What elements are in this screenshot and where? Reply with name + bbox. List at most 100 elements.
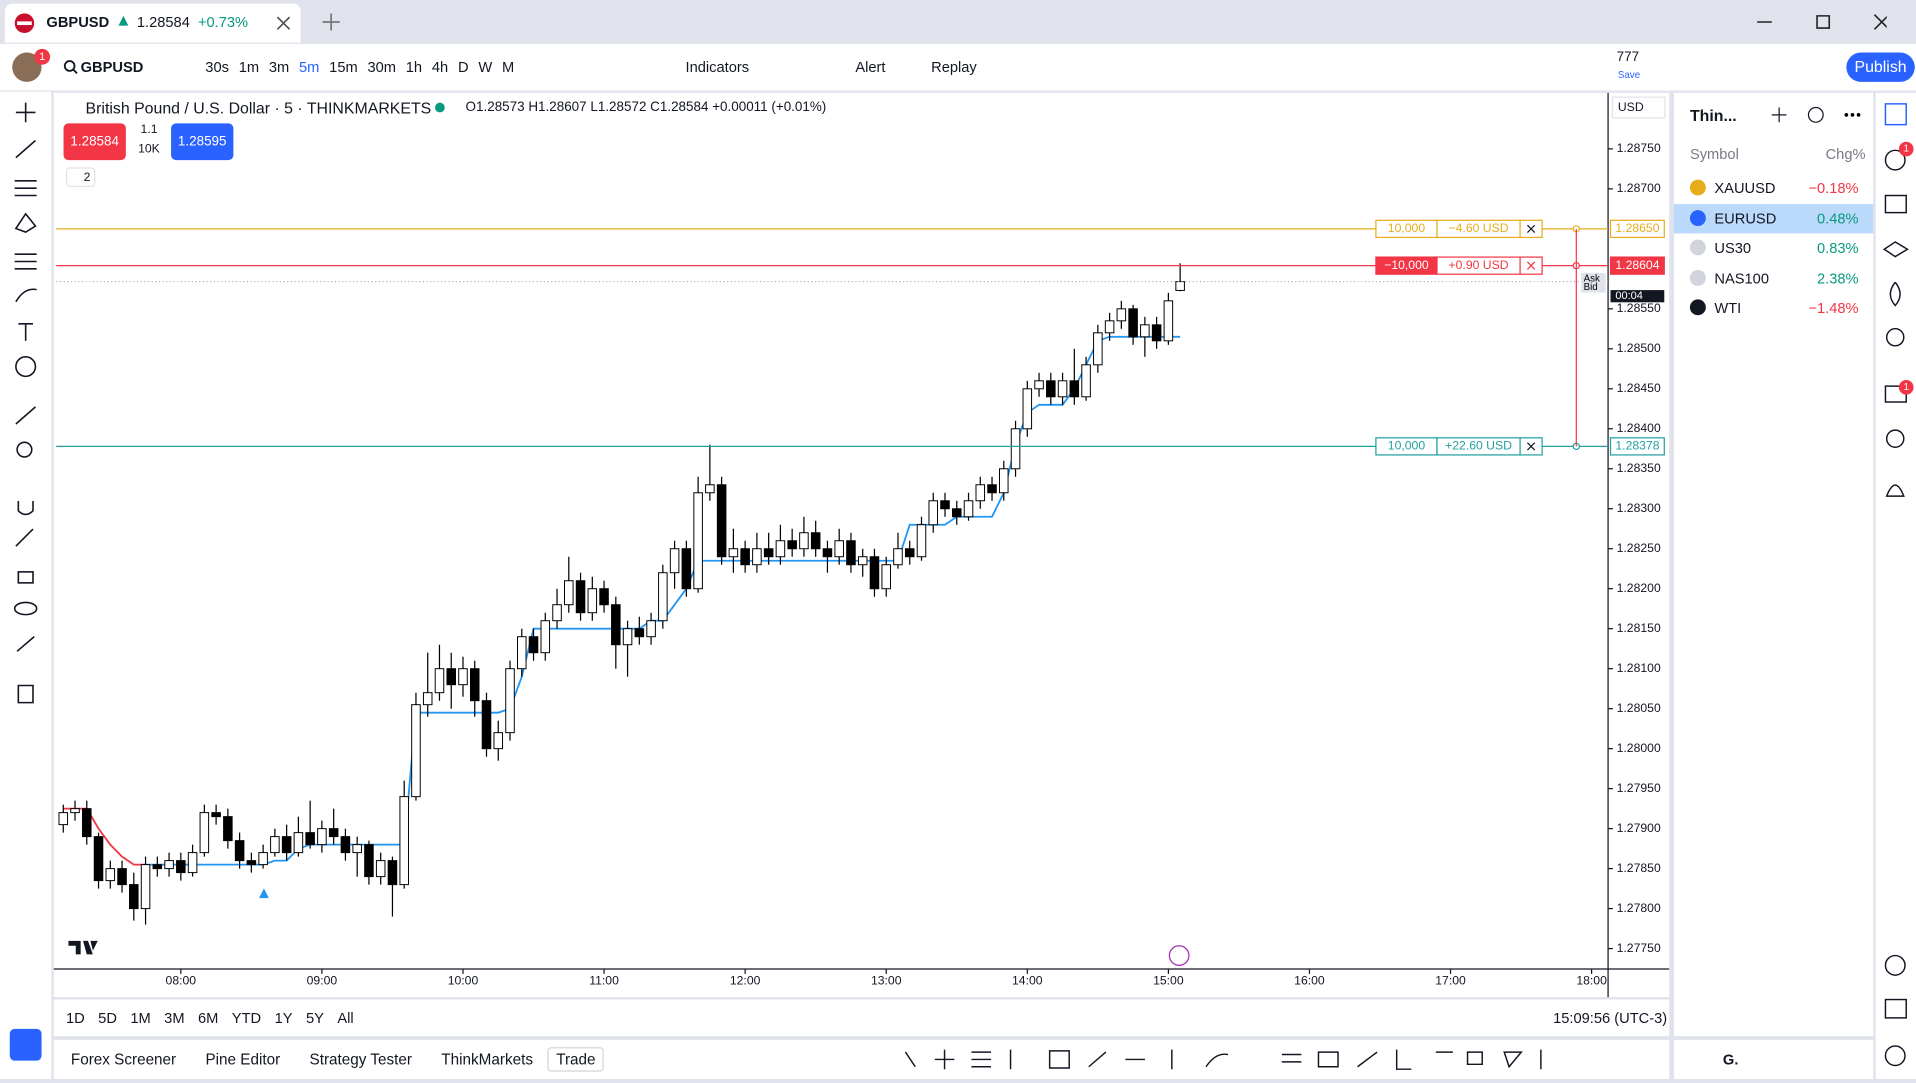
x-tick-label: 18:00 bbox=[1576, 973, 1607, 987]
y-tick-label: 1.28200 bbox=[1617, 581, 1661, 595]
layout-name[interactable]: 777 bbox=[1616, 50, 1640, 65]
candle-body bbox=[458, 668, 468, 686]
candle-body bbox=[799, 532, 809, 550]
symbol-icon bbox=[1689, 239, 1706, 256]
alert-button[interactable]: Alert bbox=[855, 58, 886, 76]
range-button[interactable]: 3M bbox=[164, 1009, 185, 1027]
tv-logo bbox=[68, 940, 98, 955]
interval-button[interactable]: 4h bbox=[431, 58, 449, 76]
user-name[interactable]: G. bbox=[1722, 1050, 1739, 1068]
new-tab[interactable] bbox=[321, 12, 341, 32]
y-tick-label: 1.28700 bbox=[1617, 181, 1661, 195]
favorites-button[interactable] bbox=[9, 1028, 42, 1061]
candle-body bbox=[540, 620, 551, 654]
change: 2.38% bbox=[1816, 269, 1859, 287]
range-button[interactable]: All bbox=[337, 1009, 354, 1027]
candle-body bbox=[634, 628, 645, 638]
countdown: 00:04 bbox=[1615, 290, 1643, 302]
range-button[interactable]: 1D bbox=[65, 1009, 85, 1027]
tab[interactable]: GBPUSD 1.28584 +0.73% bbox=[4, 3, 301, 43]
watchlist-row[interactable]: XAUUSD −0.18% bbox=[1674, 174, 1873, 203]
close-tab[interactable] bbox=[276, 16, 291, 31]
toolbar: 1 GBPUSD 30s 1m 3m 5m 15m 30m 1h 4h D W M Indicato… bbox=[0, 43, 1916, 92]
window-controls[interactable] bbox=[1691, 12, 1887, 32]
sell-button[interactable]: 1.28584 bbox=[63, 123, 126, 161]
save-label[interactable]: Save bbox=[1617, 69, 1641, 81]
candle-body bbox=[375, 860, 386, 878]
symbol: US30 bbox=[1714, 239, 1752, 257]
watchlist-row[interactable]: WTI −1.48% bbox=[1674, 294, 1873, 323]
panel-tab[interactable]: Forex Screener bbox=[70, 1050, 177, 1068]
watchlist-row[interactable]: NAS100 2.38% bbox=[1674, 264, 1873, 293]
change: 0.48% bbox=[1816, 209, 1859, 227]
buy-button[interactable]: 1.28595 bbox=[171, 123, 234, 161]
candle-body bbox=[140, 864, 151, 910]
candle-body bbox=[1010, 428, 1021, 470]
interval-button[interactable]: W bbox=[478, 58, 493, 76]
flag-icon bbox=[14, 13, 35, 33]
ask-label: Ask bbox=[1584, 274, 1600, 285]
candle-body bbox=[857, 556, 868, 566]
indicators-button[interactable]: Indicators bbox=[685, 58, 750, 76]
panel-tab[interactable]: ThinkMarkets bbox=[441, 1050, 533, 1068]
quantity[interactable]: 10K bbox=[138, 142, 160, 157]
symbol: WTI bbox=[1714, 299, 1742, 317]
range-button[interactable]: 5Y bbox=[305, 1009, 324, 1027]
interval-button[interactable]: 5m bbox=[299, 58, 320, 76]
interval-button[interactable]: 30m bbox=[367, 58, 396, 76]
x-tick-label: 14:00 bbox=[1012, 973, 1043, 987]
tool-icons[interactable] bbox=[0, 92, 51, 727]
panel-tab[interactable]: Strategy Tester bbox=[309, 1050, 412, 1068]
interval-list: 30s 1m 3m 5m 15m 30m 1h 4h D W M bbox=[200, 44, 519, 90]
candle-body bbox=[117, 868, 127, 886]
range-button[interactable]: YTD bbox=[231, 1009, 262, 1027]
event-icon[interactable] bbox=[1168, 945, 1190, 966]
interval-button[interactable]: 1h bbox=[405, 58, 423, 76]
publish-button[interactable]: Publish bbox=[1846, 52, 1915, 82]
candle-body bbox=[82, 808, 92, 838]
replay-button[interactable]: Replay bbox=[931, 58, 977, 76]
bottom-drawing-tools[interactable] bbox=[874, 1045, 1583, 1074]
candle-body bbox=[105, 868, 116, 882]
y-tick-label: 1.28500 bbox=[1617, 341, 1661, 355]
candle-body bbox=[1104, 320, 1115, 334]
x-tick-label: 12:00 bbox=[730, 973, 761, 987]
watchlist-actions[interactable] bbox=[1760, 103, 1870, 127]
candle-body bbox=[399, 796, 409, 886]
range-button[interactable]: 1Y bbox=[274, 1009, 293, 1027]
watchlist-title[interactable]: Thin... bbox=[1689, 106, 1737, 125]
y-tick-label: 1.28550 bbox=[1617, 301, 1661, 315]
panel-tab[interactable]: Trade bbox=[547, 1047, 605, 1072]
candle-body bbox=[281, 836, 292, 854]
watchlist-row[interactable]: US30 0.83% bbox=[1674, 234, 1873, 263]
interval-button[interactable]: D bbox=[457, 58, 469, 76]
candle-body bbox=[270, 836, 280, 854]
candle-body bbox=[493, 732, 504, 750]
signal-marker bbox=[259, 888, 269, 899]
x-tick-label: 15:00 bbox=[1153, 973, 1184, 987]
candle-body bbox=[1093, 332, 1103, 366]
range-button[interactable]: 6M bbox=[197, 1009, 219, 1027]
candle-body bbox=[611, 604, 621, 646]
interval-button[interactable]: M bbox=[501, 58, 515, 76]
ask-bid-box bbox=[1581, 272, 1606, 293]
order-pnl: −4.60 USD bbox=[1449, 221, 1509, 235]
interval-button[interactable]: 30s bbox=[205, 58, 229, 76]
range-button[interactable]: 5D bbox=[98, 1009, 117, 1027]
interval-button[interactable]: 15m bbox=[329, 58, 358, 76]
watchlist-row[interactable]: EURUSD 0.48% bbox=[1674, 203, 1874, 233]
candle-body bbox=[1022, 388, 1033, 430]
candle-body bbox=[846, 540, 856, 566]
sidebar-icons[interactable] bbox=[1876, 93, 1916, 1079]
order-pnl: +22.60 USD bbox=[1445, 439, 1512, 453]
panel-tab[interactable]: Pine Editor bbox=[205, 1050, 281, 1068]
candle-body bbox=[317, 828, 327, 846]
currency-select[interactable]: USD bbox=[1611, 96, 1666, 119]
range-button[interactable]: 1M bbox=[130, 1009, 151, 1027]
interval-button[interactable]: 1m bbox=[238, 58, 260, 76]
symbol-search[interactable]: GBPUSD bbox=[80, 58, 144, 76]
candle-body bbox=[787, 540, 797, 550]
interval-button[interactable]: 3m bbox=[268, 58, 290, 76]
indicator-collapse[interactable]: 2 bbox=[65, 167, 96, 187]
candle-body bbox=[904, 548, 915, 558]
